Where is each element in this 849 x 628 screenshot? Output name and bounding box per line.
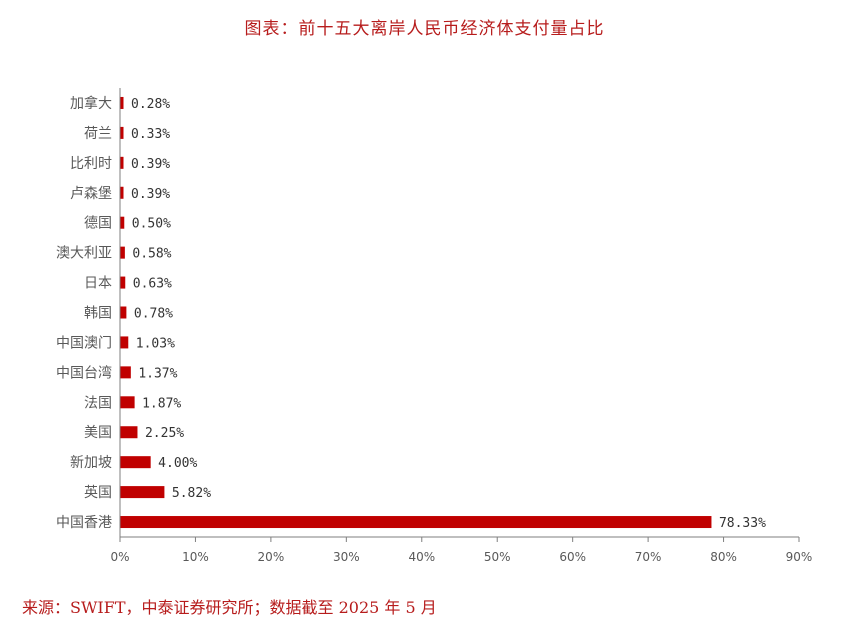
- value-label: 4.00%: [158, 456, 197, 471]
- category-label: 新加坡: [70, 455, 112, 471]
- x-tick-label: 40%: [408, 550, 435, 564]
- bar: [120, 126, 124, 139]
- category-label: 荷兰: [84, 126, 112, 142]
- x-tick-label: 70%: [635, 550, 662, 564]
- category-label: 日本: [84, 276, 112, 292]
- bar: [120, 396, 135, 409]
- x-tick-label: 90%: [786, 550, 813, 564]
- bar: [120, 216, 125, 229]
- category-label: 韩国: [84, 306, 112, 322]
- x-tick-label: 60%: [559, 550, 586, 564]
- category-label: 加拿大: [70, 95, 112, 112]
- value-label: 1.03%: [136, 336, 175, 351]
- category-label: 澳大利亚: [56, 246, 112, 262]
- category-label: 英国: [84, 484, 112, 501]
- x-tick-label: 80%: [710, 550, 737, 564]
- source-note: 来源：SWIFT，中泰证券研究所；数据截至 2025 年 5 月: [22, 598, 437, 617]
- value-label: 2.25%: [145, 426, 184, 441]
- value-label: 0.63%: [133, 277, 172, 292]
- value-label: 78.33%: [719, 516, 766, 531]
- bar: [120, 516, 712, 529]
- category-label: 德国: [84, 216, 112, 232]
- bar: [120, 426, 138, 439]
- value-label: 0.33%: [131, 127, 170, 142]
- x-tick-label: 30%: [333, 550, 360, 564]
- bar: [120, 156, 124, 169]
- bar: [120, 486, 165, 499]
- category-label: 卢森堡: [70, 186, 112, 202]
- category-labels: 加拿大荷兰比利时卢森堡德国澳大利亚日本韩国中国澳门中国台湾法国美国新加坡英国中国…: [56, 95, 112, 531]
- bar: [120, 456, 151, 469]
- category-label: 中国台湾: [56, 364, 112, 381]
- category-label: 法国: [84, 395, 112, 411]
- x-ticks: 0% 10% 20% 30% 40% 50% 60% 70% 80% 90%: [110, 537, 812, 564]
- bar: [120, 366, 131, 379]
- value-labels: 0.28% 0.33% 0.39% 0.39% 0.50% 0.58% 0.63% 0.78%…: [131, 97, 766, 531]
- chart-title: 图表：前十五大离岸人民币经济体支付量占比: [244, 19, 605, 39]
- bars-group: [120, 96, 712, 529]
- bar: [120, 306, 127, 319]
- bar: [120, 96, 124, 109]
- value-label: 1.87%: [142, 396, 181, 411]
- value-label: 0.39%: [131, 157, 170, 172]
- x-tick-label: 10%: [182, 550, 209, 564]
- category-label: 美国: [84, 425, 112, 441]
- category-label: 中国澳门: [56, 335, 112, 351]
- x-tick-label: 0%: [110, 550, 129, 564]
- category-label: 比利时: [70, 156, 112, 172]
- bar: [120, 336, 129, 349]
- bar: [120, 276, 126, 289]
- bar: [120, 246, 125, 259]
- value-label: 0.28%: [131, 97, 170, 112]
- value-label: 1.37%: [138, 366, 177, 381]
- category-label: 中国香港: [56, 515, 112, 531]
- value-label: 0.58%: [132, 247, 171, 262]
- bar: [120, 186, 124, 199]
- value-label: 0.39%: [131, 187, 170, 202]
- x-tick-label: 20%: [258, 550, 285, 564]
- x-tick-label: 50%: [484, 550, 511, 564]
- value-label: 5.82%: [172, 486, 211, 501]
- value-label: 0.78%: [134, 307, 173, 322]
- value-label: 0.50%: [132, 217, 171, 232]
